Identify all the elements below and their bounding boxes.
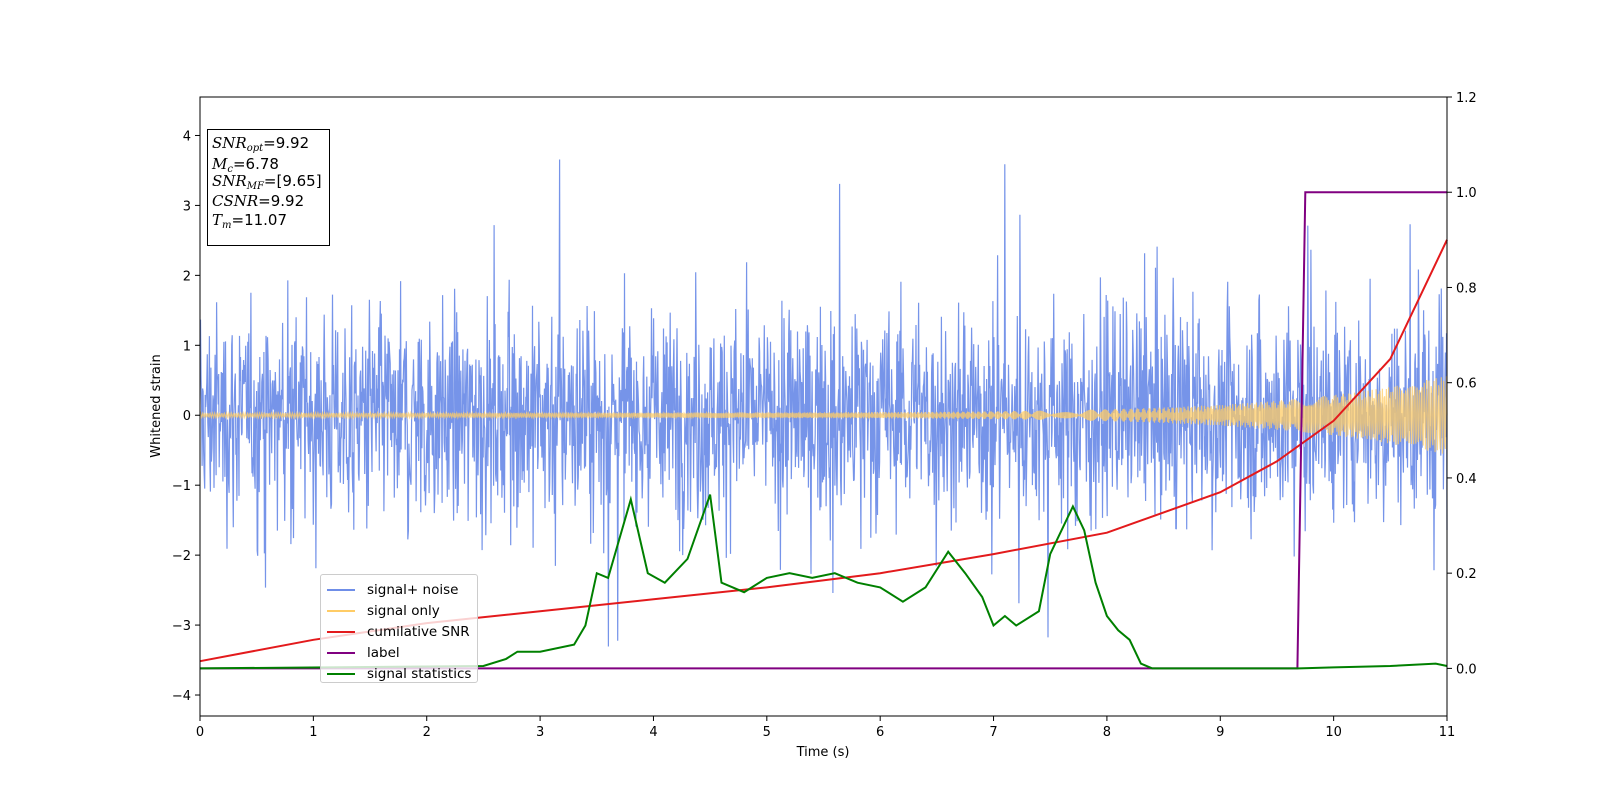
- legend-swatch-cumulative-snr: [327, 630, 355, 633]
- snr-mf-value: [9.65]: [276, 172, 322, 190]
- legend-item-signal-only: signal only: [327, 600, 477, 621]
- series-signal-statistics: [199, 494, 1448, 670]
- series-signal-only: [199, 376, 1448, 454]
- y-tick-label: 4: [183, 129, 191, 144]
- x-tick-label: 0: [196, 725, 204, 740]
- x-tick-label: 10: [1325, 725, 1342, 740]
- legend-item-signal-statistics: signal statistics: [327, 663, 477, 684]
- x-tick-label: 3: [536, 725, 544, 740]
- legend-label-label: label: [367, 644, 400, 661]
- y2-tick-label: 0.6: [1456, 377, 1477, 392]
- legend-swatch-signal-statistics: [327, 672, 355, 675]
- series-label: [200, 191, 1447, 670]
- tm-line: Tm=11.07: [212, 211, 288, 231]
- mc-line: Mc=6.78: [212, 154, 279, 175]
- legend: signal+ noise signal only cumilative SNR…: [320, 574, 478, 683]
- legend-item-signal-noise: signal+ noise: [327, 579, 477, 600]
- y-tick-label: −2: [172, 549, 191, 564]
- y2-tick-label: 0.8: [1456, 281, 1477, 296]
- tm-value: 11.07: [244, 211, 288, 229]
- snr-opt-value: 9.92: [275, 134, 310, 152]
- csnr-value: 9.92: [270, 191, 305, 210]
- x-tick-label: 2: [423, 725, 431, 740]
- ticks: 0 1 2 3 4 5 6 7 8 9 10 11 −4 −3 −2 −1 0 1 2 3 4 0.0 0.2 0.4 0.6 0…: [172, 91, 1477, 740]
- y-tick-label: 0: [183, 409, 191, 424]
- legend-swatch-signal-noise: [327, 588, 355, 591]
- x-tick-label: 4: [649, 725, 657, 740]
- y2-tick-label: 1.0: [1456, 186, 1477, 201]
- y2-tick-label: 0.0: [1456, 662, 1477, 677]
- csnr-line: CSNR=9.92: [212, 191, 305, 210]
- mc-value: 6.78: [245, 154, 279, 173]
- x-tick-label: 1: [309, 725, 317, 740]
- x-tick-label: 6: [876, 725, 884, 740]
- legend-label-signal-only: signal only: [367, 602, 440, 619]
- x-tick-label: 7: [989, 725, 997, 740]
- x-axis-label: Time (s): [796, 745, 850, 760]
- legend-item-label: label: [327, 642, 477, 663]
- y-tick-label: 3: [183, 199, 191, 214]
- x-tick-label: 9: [1216, 725, 1224, 740]
- y-axis-label: Whitened strain: [149, 354, 164, 457]
- axes-frame: [199, 96, 1448, 717]
- y-tick-label: −4: [172, 689, 191, 704]
- y2-tick-label: 0.4: [1456, 472, 1477, 487]
- legend-swatch-signal-only: [327, 609, 355, 612]
- info-annotation-box: SNRopt=9.92 Mc=6.78 SNRMF=[9.65] CSNR=9.…: [207, 129, 330, 246]
- x-tick-label: 11: [1439, 725, 1456, 740]
- legend-swatch-label: [327, 651, 355, 654]
- y2-tick-label: 1.2: [1456, 91, 1477, 106]
- snr-mf-line: SNRMF=[9.65]: [212, 172, 322, 192]
- y-tick-label: 1: [183, 339, 191, 354]
- legend-label-signal-noise: signal+ noise: [367, 581, 459, 598]
- snr-opt-line: SNRopt=9.92: [212, 134, 310, 154]
- x-tick-label: 5: [763, 725, 771, 740]
- legend-label-cumulative-snr: cumilative SNR: [367, 623, 470, 640]
- legend-label-signal-statistics: signal statistics: [367, 665, 472, 682]
- y-tick-label: −3: [172, 619, 191, 634]
- series-signal-noise: [199, 159, 1448, 647]
- x-tick-label: 8: [1103, 725, 1111, 740]
- y2-tick-label: 0.2: [1456, 567, 1477, 582]
- legend-item-cumulative-snr: cumilative SNR: [327, 621, 477, 642]
- y-tick-label: 2: [183, 269, 191, 284]
- y-tick-label: −1: [172, 479, 191, 494]
